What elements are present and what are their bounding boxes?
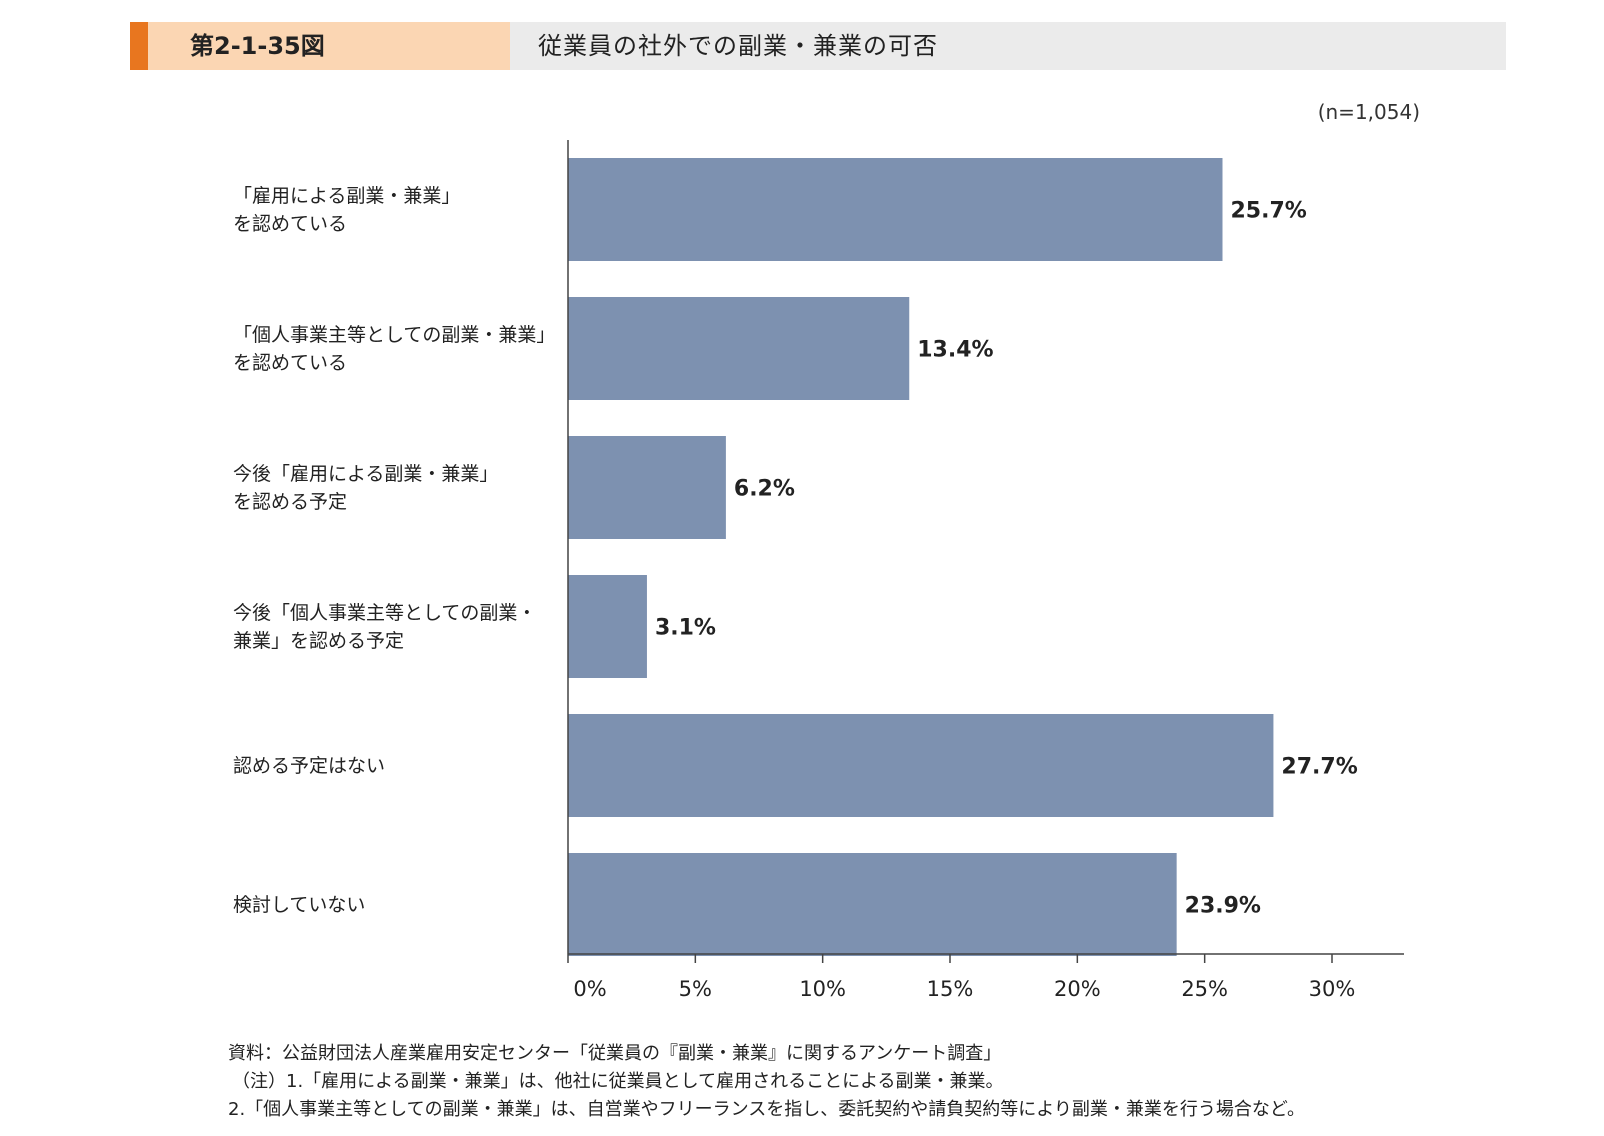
category-label-4: 認める予定はない — [233, 754, 386, 777]
x-tick-label-0: 0% — [573, 977, 606, 1001]
bar-value-label-5: 23.9% — [1185, 894, 1261, 919]
category-label-2: 今後「雇用による副業・兼業」 を認める予定 — [233, 462, 499, 513]
figure-title: 従業員の社外での副業・兼業の可否 — [538, 32, 938, 60]
bar-4 — [568, 714, 1274, 817]
x-tick-label-3: 15% — [927, 977, 974, 1001]
x-tick-label-5: 25% — [1181, 977, 1228, 1001]
bar-5 — [568, 853, 1177, 956]
bar-chart: 25.7% 13.4% 6.2% 3.1% 27.7% 23.9% 0% 5% 10% 15% 20… — [567, 140, 1404, 1001]
category-label-5: 検討していない — [233, 893, 366, 916]
bar-3 — [568, 575, 647, 678]
bar-0 — [568, 158, 1223, 261]
bar-value-label-3: 3.1% — [655, 616, 716, 641]
bar-1 — [568, 297, 910, 400]
category-label-1: 「個人事業主等としての副業・兼業」 を認めている — [233, 323, 556, 374]
figure-label: 第2-1-35図 — [148, 22, 510, 70]
header-accent-bar — [130, 22, 148, 70]
x-tick-label-1: 5% — [679, 977, 712, 1001]
x-tick-label-4: 20% — [1054, 977, 1101, 1001]
bar-value-label-2: 6.2% — [734, 477, 795, 502]
bar-value-label-4: 27.7% — [1281, 755, 1357, 780]
note-1: （注）1.「雇用による副業・兼業」は、他社に従業員として雇用されることによる副業… — [232, 1071, 1004, 1092]
x-tick-label-2: 10% — [799, 977, 846, 1001]
sample-size-note: (n=1,054) — [1317, 100, 1420, 124]
figure-header: 第2-1-35図 従業員の社外での副業・兼業の可否 — [130, 22, 1506, 70]
x-tick-label-6: 30% — [1309, 977, 1356, 1001]
source-note: 資料：公益財団法人産業雇用安定センター「従業員の『副業・兼業』に関するアンケート… — [228, 1043, 1002, 1064]
category-label-0: 「雇用による副業・兼業」 を認めている — [233, 184, 461, 235]
bar-value-label-1: 13.4% — [917, 338, 993, 363]
category-label-3: 今後「個人事業主等としての副業・ 兼業」を認める予定 — [233, 601, 537, 652]
bar-value-label-0: 25.7% — [1230, 199, 1306, 224]
bar-2 — [568, 436, 726, 539]
note-2: 2.「個人事業主等としての副業・兼業」は、自営業やフリーランスを指し、委託契約や… — [228, 1099, 1306, 1120]
chart-footer: 資料：公益財団法人産業雇用安定センター「従業員の『副業・兼業』に関するアンケート… — [228, 1040, 1305, 1124]
